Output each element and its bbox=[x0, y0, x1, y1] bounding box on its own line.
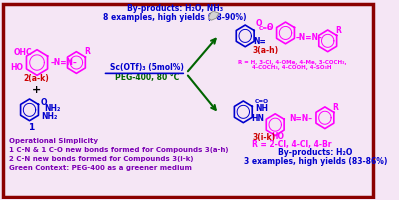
Text: R: R bbox=[335, 26, 341, 35]
Text: 8 examples, high yields (78-90%): 8 examples, high yields (78-90%) bbox=[103, 13, 247, 22]
Text: O: O bbox=[267, 23, 273, 32]
Text: 1 C-N & 1 C-O new bonds formed for Compounds 3(a-h): 1 C-N & 1 C-O new bonds formed for Compo… bbox=[9, 147, 228, 153]
Text: R: R bbox=[332, 103, 338, 112]
Text: 1: 1 bbox=[28, 123, 35, 132]
Text: By-products: H₂O, NH₃: By-products: H₂O, NH₃ bbox=[127, 4, 223, 13]
Text: By-products: H₂O: By-products: H₂O bbox=[279, 148, 353, 157]
Text: +: + bbox=[32, 85, 41, 95]
Text: N=N–: N=N– bbox=[289, 114, 312, 123]
Text: 3(i-k): 3(i-k) bbox=[253, 133, 275, 142]
Polygon shape bbox=[209, 11, 219, 20]
Text: –N=N–: –N=N– bbox=[296, 33, 322, 42]
Text: –N=N–: –N=N– bbox=[51, 58, 78, 67]
Text: HO: HO bbox=[271, 132, 284, 141]
Text: Sc(OTf)₃ (5mol%): Sc(OTf)₃ (5mol%) bbox=[110, 63, 184, 72]
Text: OHC: OHC bbox=[14, 48, 32, 57]
Text: R: R bbox=[84, 47, 90, 56]
Text: N=: N= bbox=[254, 37, 267, 46]
Text: C=O: C=O bbox=[258, 26, 272, 31]
Text: Green Context: PEG-400 as a greener medium: Green Context: PEG-400 as a greener medi… bbox=[9, 165, 192, 171]
Text: 2(a-k): 2(a-k) bbox=[23, 74, 49, 83]
Text: HO: HO bbox=[10, 63, 23, 72]
Text: 2 C-N new bonds formed for Compounds 3(i-k): 2 C-N new bonds formed for Compounds 3(i… bbox=[9, 156, 194, 162]
FancyBboxPatch shape bbox=[3, 4, 373, 197]
Text: NH: NH bbox=[255, 104, 269, 113]
Text: 3 examples, high yields (83-86%): 3 examples, high yields (83-86%) bbox=[244, 157, 387, 166]
Text: HN: HN bbox=[252, 114, 265, 123]
Text: R = 2-Cl, 4-Cl, 4-Br: R = 2-Cl, 4-Cl, 4-Br bbox=[252, 140, 332, 149]
Text: NH₂: NH₂ bbox=[41, 112, 57, 121]
Text: NH₂: NH₂ bbox=[45, 104, 61, 113]
Text: PEG-400, 80 °C: PEG-400, 80 °C bbox=[115, 73, 179, 82]
Text: O: O bbox=[255, 19, 262, 28]
Text: C=O: C=O bbox=[255, 99, 269, 104]
Text: O: O bbox=[41, 98, 47, 107]
Text: 3(a-h): 3(a-h) bbox=[253, 46, 279, 55]
Text: Operational Simplicity: Operational Simplicity bbox=[9, 138, 98, 144]
Text: R = H, 3-Cl, 4-OMe, 4-Me, 3-COCH₃,
4-COCH₃, 4-COOH, 4-SO₃H: R = H, 3-Cl, 4-OMe, 4-Me, 3-COCH₃, 4-COC… bbox=[238, 60, 346, 70]
